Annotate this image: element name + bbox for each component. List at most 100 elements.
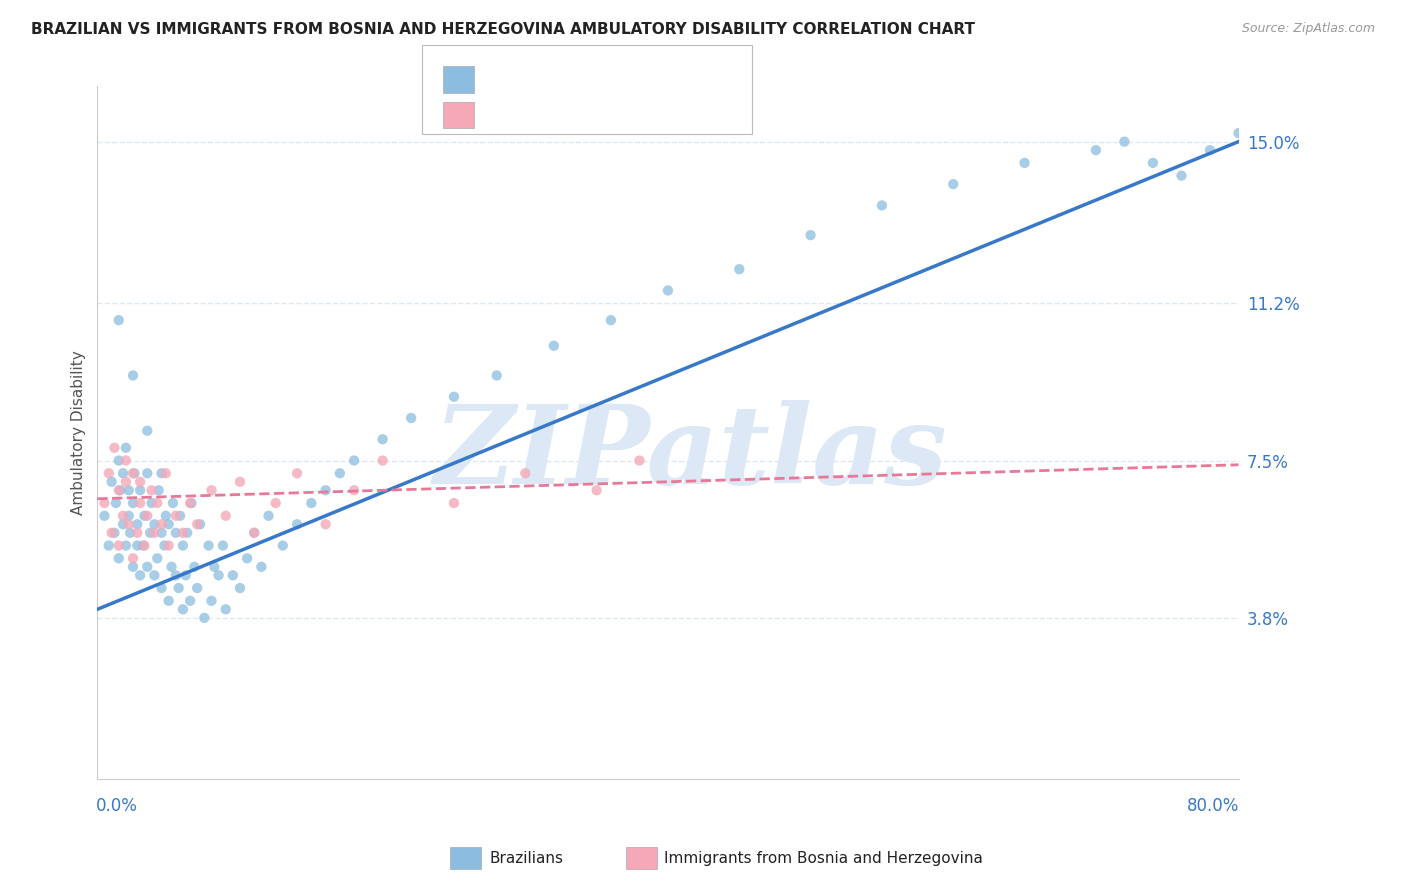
- Point: [197, 539, 219, 553]
- Point: [172, 525, 194, 540]
- Text: N =: N =: [603, 70, 643, 88]
- Point: [271, 539, 294, 553]
- Point: [599, 313, 621, 327]
- Point: [229, 581, 252, 595]
- Point: [1014, 156, 1036, 170]
- Point: [134, 508, 156, 523]
- Point: [118, 508, 141, 523]
- Point: [129, 496, 152, 510]
- Point: [543, 339, 565, 353]
- Point: [1084, 143, 1107, 157]
- Point: [285, 467, 308, 481]
- Point: [585, 483, 607, 498]
- Point: [122, 368, 145, 383]
- Point: [122, 496, 145, 510]
- Point: [285, 517, 308, 532]
- Point: [146, 551, 169, 566]
- Point: [315, 483, 337, 498]
- Point: [107, 539, 129, 553]
- Point: [148, 483, 170, 498]
- Text: ZIPatlas: ZIPatlas: [434, 400, 948, 508]
- Point: [141, 496, 163, 510]
- Point: [157, 517, 180, 532]
- Point: [371, 432, 394, 446]
- Text: 0.017: 0.017: [534, 106, 591, 124]
- Point: [97, 539, 120, 553]
- Point: [115, 539, 138, 553]
- Point: [165, 525, 187, 540]
- Text: N =: N =: [603, 106, 643, 124]
- Point: [800, 228, 823, 243]
- Point: [143, 517, 166, 532]
- Point: [118, 517, 141, 532]
- Point: [155, 467, 177, 481]
- Point: [107, 483, 129, 498]
- Point: [124, 467, 146, 481]
- Point: [515, 467, 537, 481]
- Point: [243, 525, 266, 540]
- Point: [343, 453, 366, 467]
- Point: [167, 581, 190, 595]
- Point: [120, 525, 142, 540]
- Point: [157, 539, 180, 553]
- Point: [222, 568, 245, 582]
- Text: Source: ZipAtlas.com: Source: ZipAtlas.com: [1241, 22, 1375, 36]
- Point: [107, 551, 129, 566]
- Point: [136, 559, 159, 574]
- Point: [115, 475, 138, 489]
- Point: [153, 539, 176, 553]
- Point: [103, 441, 125, 455]
- Point: [443, 390, 465, 404]
- Point: [136, 508, 159, 523]
- Point: [93, 508, 115, 523]
- Point: [174, 568, 197, 582]
- Point: [628, 453, 651, 467]
- Point: [112, 508, 135, 523]
- Point: [215, 602, 238, 616]
- Point: [127, 525, 149, 540]
- Point: [107, 313, 129, 327]
- Point: [728, 262, 751, 277]
- Point: [243, 525, 266, 540]
- Point: [200, 594, 222, 608]
- Point: [129, 568, 152, 582]
- Text: 0.0%: 0.0%: [96, 797, 138, 814]
- Point: [1199, 143, 1222, 157]
- Point: [127, 539, 149, 553]
- Point: [134, 539, 156, 553]
- Point: [93, 496, 115, 510]
- Point: [299, 496, 322, 510]
- Point: [141, 483, 163, 498]
- Point: [188, 517, 211, 532]
- Point: [136, 467, 159, 481]
- Point: [103, 525, 125, 540]
- Point: [122, 467, 145, 481]
- Point: [155, 508, 177, 523]
- Text: 80.0%: 80.0%: [1187, 797, 1240, 814]
- Point: [146, 496, 169, 510]
- Point: [165, 568, 187, 582]
- Text: 40: 40: [648, 106, 673, 124]
- Point: [179, 594, 201, 608]
- Point: [150, 467, 173, 481]
- Point: [250, 559, 273, 574]
- Point: [150, 525, 173, 540]
- Point: [136, 424, 159, 438]
- Point: [143, 568, 166, 582]
- Point: [176, 525, 198, 540]
- Text: R =: R =: [488, 106, 527, 124]
- Point: [183, 559, 205, 574]
- Point: [212, 539, 235, 553]
- Point: [172, 602, 194, 616]
- Point: [1142, 156, 1164, 170]
- Text: Brazilians: Brazilians: [489, 851, 564, 865]
- Point: [202, 559, 225, 574]
- Point: [107, 453, 129, 467]
- Point: [236, 551, 259, 566]
- Point: [100, 475, 122, 489]
- Point: [129, 475, 152, 489]
- Point: [200, 483, 222, 498]
- Point: [180, 496, 202, 510]
- Point: [229, 475, 252, 489]
- Point: [399, 411, 422, 425]
